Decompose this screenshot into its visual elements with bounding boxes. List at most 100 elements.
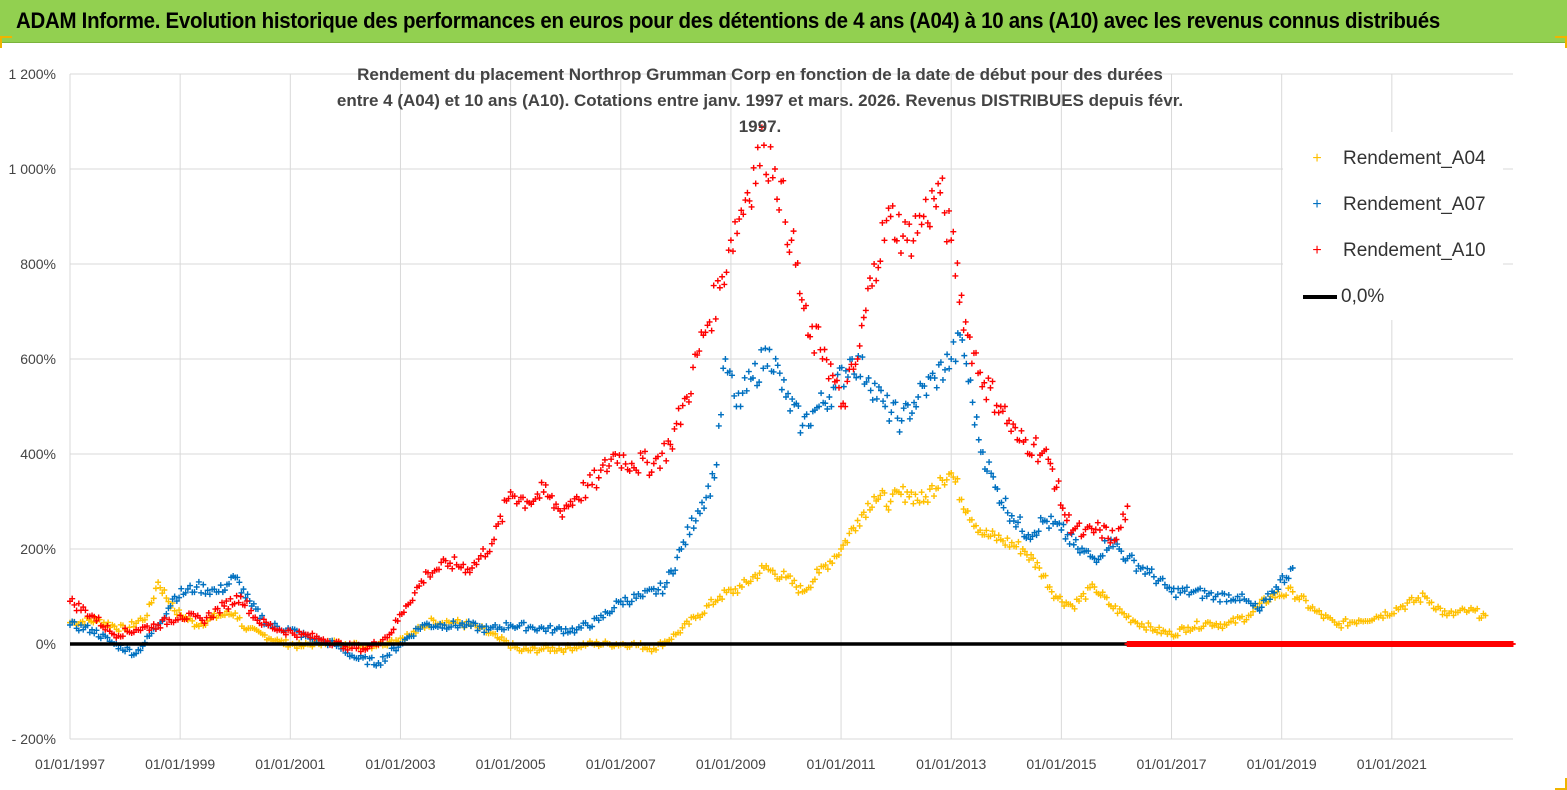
data-point-a10 xyxy=(1008,428,1015,435)
y-tick-label: 1 200% xyxy=(9,66,56,82)
data-point-a10 xyxy=(1053,484,1060,491)
data-point-a10 xyxy=(958,292,965,299)
data-point-a10 xyxy=(263,619,270,626)
data-point-a10 xyxy=(904,237,911,244)
data-point-a04 xyxy=(734,589,741,596)
data-point-a10 xyxy=(946,207,953,214)
data-point-a04 xyxy=(428,615,435,622)
data-point-a04 xyxy=(1048,588,1055,595)
data-point-a04 xyxy=(1034,559,1041,566)
data-point-a10 xyxy=(400,609,407,616)
data-point-a04 xyxy=(756,570,763,577)
data-point-a07 xyxy=(178,585,185,592)
data-point-a10 xyxy=(784,241,791,248)
data-point-a07 xyxy=(778,386,785,393)
data-point-a07 xyxy=(176,594,183,601)
data-point-a10 xyxy=(983,396,990,403)
data-point-a07 xyxy=(971,421,978,428)
data-point-a04 xyxy=(701,610,708,617)
data-point-a10 xyxy=(667,441,674,448)
data-point-a07 xyxy=(483,623,490,630)
data-point-a10 xyxy=(589,481,596,488)
data-point-a07 xyxy=(628,598,635,605)
data-point-a10 xyxy=(219,599,226,606)
data-point-a04 xyxy=(708,596,715,603)
data-point-a07 xyxy=(226,580,233,587)
data-point-a10 xyxy=(714,277,721,284)
data-point-a04 xyxy=(1344,622,1351,629)
data-point-a10 xyxy=(644,459,651,466)
data-point-a10 xyxy=(559,513,566,520)
data-point-a07 xyxy=(741,374,748,381)
data-point-a07 xyxy=(998,499,1005,506)
data-point-a04 xyxy=(1283,592,1290,599)
data-point-a07 xyxy=(221,587,228,594)
data-point-a07 xyxy=(1002,495,1009,502)
data-point-a10 xyxy=(750,164,757,171)
data-point-a04 xyxy=(1437,605,1444,612)
data-point-a07 xyxy=(1201,587,1208,594)
data-point-a07 xyxy=(772,355,779,362)
data-point-a07 xyxy=(865,375,872,381)
data-point-a07 xyxy=(731,392,738,399)
data-point-a04 xyxy=(918,489,925,496)
data-point-a10 xyxy=(993,402,1000,409)
data-point-a07 xyxy=(988,470,995,477)
data-point-a10 xyxy=(687,390,694,397)
data-point-a10 xyxy=(887,213,894,220)
data-point-a10 xyxy=(786,249,793,256)
data-point-a07 xyxy=(450,618,457,625)
data-point-a07 xyxy=(1214,591,1221,598)
data-point-a04 xyxy=(1154,629,1161,636)
data-point-a07 xyxy=(952,358,959,365)
data-point-a07 xyxy=(1161,581,1168,588)
data-point-a04 xyxy=(1316,607,1323,614)
data-point-a07 xyxy=(71,618,78,625)
data-point-a04 xyxy=(507,645,514,652)
data-point-a10 xyxy=(962,318,969,325)
data-point-a04 xyxy=(1320,615,1327,622)
data-point-a07 xyxy=(913,403,920,410)
data-point-a04 xyxy=(165,598,172,605)
data-point-a07 xyxy=(894,415,901,422)
data-point-a10 xyxy=(941,209,948,216)
data-point-a04 xyxy=(1289,588,1296,595)
data-point-a04 xyxy=(807,584,814,591)
data-point-a07 xyxy=(701,505,708,512)
data-point-a10 xyxy=(710,282,717,289)
data-point-a07 xyxy=(713,461,720,468)
data-point-a10 xyxy=(174,616,181,623)
data-point-a10 xyxy=(82,607,89,614)
data-point-a10 xyxy=(681,395,688,402)
data-point-a10 xyxy=(871,261,878,267)
data-point-a10 xyxy=(914,229,921,236)
data-point-a04 xyxy=(763,562,770,569)
data-point-a10 xyxy=(926,223,933,230)
data-point-a07 xyxy=(1287,565,1294,572)
legend-item-a10: + Rendement_A10 xyxy=(1303,236,1485,266)
data-point-a10 xyxy=(1074,523,1081,530)
data-point-a10 xyxy=(296,628,303,635)
data-point-a07 xyxy=(1019,528,1026,535)
data-point-a07 xyxy=(715,422,722,429)
data-point-a07 xyxy=(1023,535,1030,542)
data-point-a04 xyxy=(902,499,909,506)
data-point-a10 xyxy=(628,460,635,467)
data-point-a07 xyxy=(762,345,769,352)
data-point-a04 xyxy=(960,506,967,513)
data-point-a10 xyxy=(163,621,170,628)
data-point-a04 xyxy=(860,509,867,516)
data-point-a04 xyxy=(1125,613,1132,620)
data-point-a04 xyxy=(887,498,894,505)
data-point-a10 xyxy=(999,408,1006,415)
data-point-a07 xyxy=(756,379,763,386)
data-point-a07 xyxy=(707,493,714,500)
data-point-a04 xyxy=(1143,626,1150,633)
data-point-a10 xyxy=(966,334,973,341)
data-point-a04 xyxy=(946,471,953,478)
data-point-a07 xyxy=(752,360,759,367)
data-point-a10 xyxy=(152,626,159,633)
data-point-a07 xyxy=(182,589,189,596)
corner-marker-top-left xyxy=(0,36,12,48)
data-point-a07 xyxy=(747,376,754,383)
